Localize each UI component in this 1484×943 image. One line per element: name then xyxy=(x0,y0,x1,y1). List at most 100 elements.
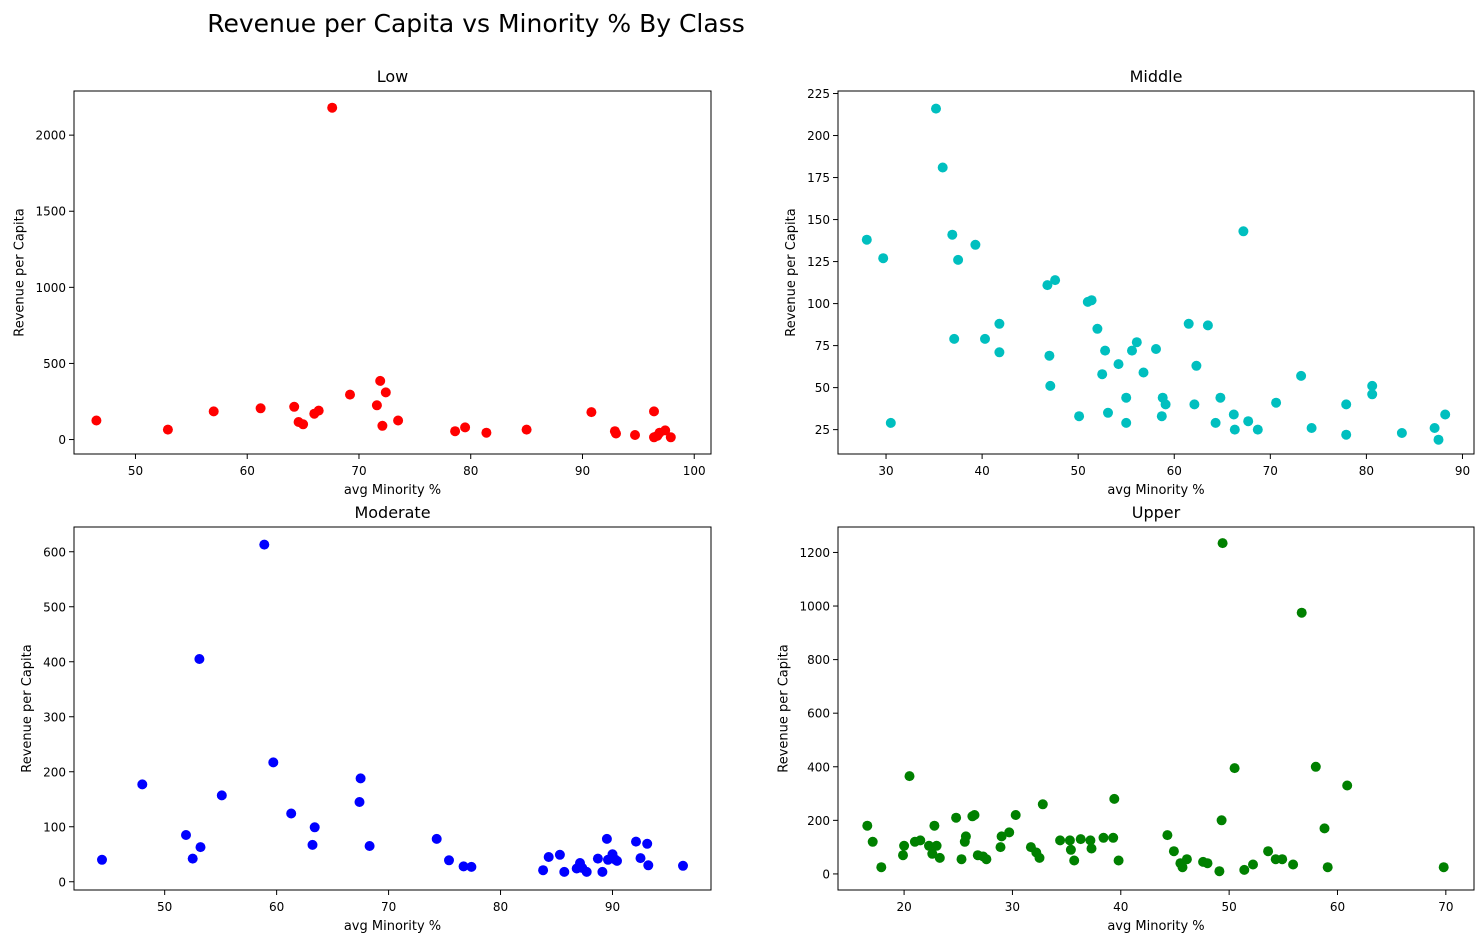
x-axis-label: avg Minority % xyxy=(344,483,441,498)
data-point xyxy=(1131,337,1142,348)
panel-title: Low xyxy=(377,67,409,86)
panel-moderate: Moderate 50 60 70 80 90 0 100 200 300 400 500 600 avg… xyxy=(20,503,712,934)
data-point xyxy=(611,428,621,439)
y-axis-label: Revenue per Capita xyxy=(777,644,792,772)
x-tick-label: 60 xyxy=(269,900,284,914)
data-point xyxy=(208,406,219,417)
y-tick-label: 500 xyxy=(43,357,66,371)
data-point xyxy=(1367,380,1378,391)
data-point xyxy=(1075,834,1086,845)
series-points xyxy=(862,538,1449,877)
data-point xyxy=(861,234,872,245)
plot-frame xyxy=(73,90,712,455)
y-tick-label: 1000 xyxy=(35,281,66,295)
data-point xyxy=(460,422,471,433)
x-tick-label: 90 xyxy=(1455,464,1470,478)
y-tick-label: 0 xyxy=(58,433,66,447)
data-point xyxy=(1127,345,1137,356)
data-point xyxy=(1239,864,1250,875)
data-point xyxy=(543,852,554,862)
data-point xyxy=(898,850,908,861)
y-axis-label: Revenue per Capita xyxy=(13,208,28,336)
data-point xyxy=(678,860,688,871)
data-point xyxy=(375,375,386,386)
series-points xyxy=(861,103,1451,445)
y-tick-label: 2000 xyxy=(35,129,66,143)
data-point xyxy=(521,424,532,435)
data-point xyxy=(1191,360,1202,371)
y-tick-label: 200 xyxy=(807,814,830,828)
data-point xyxy=(1210,417,1221,428)
data-point xyxy=(996,831,1007,842)
data-point xyxy=(994,318,1005,329)
data-point xyxy=(194,654,205,664)
data-point xyxy=(1248,859,1258,870)
data-point xyxy=(927,848,938,859)
data-point xyxy=(327,102,338,113)
data-point xyxy=(1004,827,1015,838)
x-tick-label: 40 xyxy=(974,464,989,478)
y-tick-label: 75 xyxy=(815,339,830,353)
data-point xyxy=(1342,780,1353,791)
data-point xyxy=(1217,538,1228,549)
data-point xyxy=(1215,392,1226,403)
data-point xyxy=(1097,369,1108,380)
data-point xyxy=(355,773,366,784)
series-points xyxy=(91,102,676,443)
plot-frame xyxy=(837,90,1475,455)
data-point xyxy=(268,757,279,768)
data-point xyxy=(1177,862,1188,873)
data-point xyxy=(538,865,549,876)
x-tick-label: 60 xyxy=(1330,900,1345,914)
data-point xyxy=(371,400,382,411)
y-axis-label: Revenue per Capita xyxy=(20,644,35,772)
data-point xyxy=(915,835,926,846)
y-tick-label: 300 xyxy=(43,710,66,724)
x-tick-label: 50 xyxy=(128,464,143,478)
data-point xyxy=(380,387,391,398)
data-point xyxy=(642,838,653,849)
data-point xyxy=(1319,823,1330,834)
data-point xyxy=(931,840,942,851)
data-point xyxy=(994,347,1005,358)
y-tick-label: 175 xyxy=(807,171,830,185)
data-point xyxy=(649,406,659,417)
data-point xyxy=(1277,854,1288,865)
y-tick-label: 400 xyxy=(807,760,830,774)
panel-title: Middle xyxy=(1130,67,1183,86)
plot-frame xyxy=(837,526,1475,891)
data-point xyxy=(450,426,461,437)
data-point xyxy=(444,855,454,866)
data-point xyxy=(970,239,981,250)
data-point xyxy=(1296,370,1307,381)
y-tick-label: 0 xyxy=(58,875,66,889)
data-point xyxy=(1438,862,1449,873)
x-axis-label: avg Minority % xyxy=(344,919,441,934)
data-point xyxy=(951,812,962,823)
data-point xyxy=(1010,810,1021,820)
data-point xyxy=(1238,226,1249,237)
data-point xyxy=(1092,323,1103,334)
data-point xyxy=(1156,411,1167,422)
data-point xyxy=(216,790,227,801)
data-point xyxy=(924,840,934,851)
x-tick-label: 70 xyxy=(351,464,366,478)
data-point xyxy=(137,779,148,790)
plot-frame xyxy=(73,526,712,891)
y-tick-label: 1000 xyxy=(799,600,830,614)
panel-title: Upper xyxy=(1132,503,1181,522)
panel-title: Moderate xyxy=(354,503,430,522)
data-point xyxy=(995,842,1006,853)
data-point xyxy=(1113,359,1124,370)
data-point xyxy=(255,403,266,414)
data-point xyxy=(1108,832,1119,843)
data-point xyxy=(876,862,887,873)
y-tick-label: 400 xyxy=(43,655,66,669)
data-point xyxy=(377,420,388,431)
data-point xyxy=(466,861,477,872)
y-tick-label: 50 xyxy=(815,381,830,395)
data-point xyxy=(298,419,309,430)
